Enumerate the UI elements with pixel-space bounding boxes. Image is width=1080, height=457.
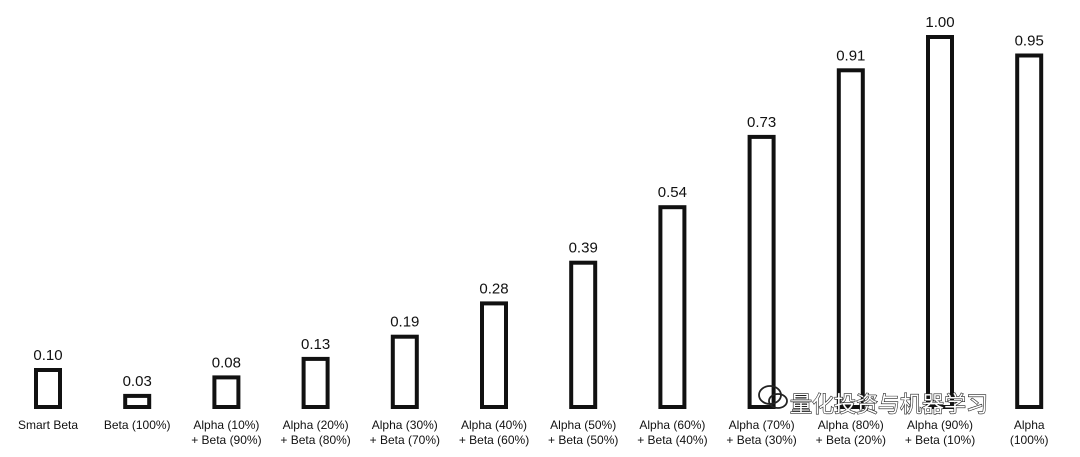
bar-3 (301, 356, 330, 409)
value-label-10: 1.00 (925, 14, 954, 31)
category-labels-group: Smart Beta Beta (100%) Alpha (10%) + Beta (… (18, 418, 1049, 447)
bars-group (34, 35, 1044, 410)
value-label-3: 0.13 (301, 336, 330, 353)
bar-6 (569, 260, 598, 410)
value-label-1: 0.03 (123, 373, 152, 390)
bar-4 (390, 334, 419, 410)
bar-10 (926, 35, 954, 409)
bar-2 (212, 375, 241, 409)
bar-9 (836, 68, 865, 410)
category-label-10: Alpha (90%) + Beta (10%) (905, 418, 975, 447)
value-label-11: 0.95 (1015, 33, 1044, 50)
value-label-2: 0.08 (212, 354, 241, 371)
bar-11 (1015, 53, 1044, 409)
bar-7 (658, 205, 687, 409)
bar-0 (34, 368, 62, 409)
bar-8 (747, 134, 776, 409)
category-label-3: Alpha (20%) + Beta (80%) (280, 418, 350, 447)
category-label-11: Alpha (100%) (1010, 418, 1049, 447)
category-label-8: Alpha (70%) + Beta (30%) (726, 418, 796, 447)
category-label-6: Alpha (50%) + Beta (50%) (548, 418, 618, 447)
bar-5 (480, 301, 508, 409)
value-labels-group: 0.10 0.03 0.08 0.13 0.19 0.28 0.39 0.54 0.73 0.91… (33, 14, 1043, 390)
category-label-4: Alpha (30%) + Beta (70%) (370, 418, 440, 447)
category-label-9: Alpha (80%) + Beta (20%) (816, 418, 886, 447)
value-label-7: 0.54 (658, 184, 687, 201)
category-label-5: Alpha (40%) + Beta (60%) (459, 418, 529, 447)
value-label-9: 0.91 (836, 47, 865, 64)
value-label-5: 0.28 (479, 280, 508, 297)
category-label-0: Smart Beta (18, 418, 78, 432)
bar-1 (123, 393, 152, 409)
category-label-7: Alpha (60%) + Beta (40%) (637, 418, 707, 447)
category-label-1: Beta (100%) (104, 418, 171, 432)
category-label-2: Alpha (10%) + Beta (90%) (191, 418, 261, 447)
value-label-4: 0.19 (390, 314, 419, 331)
watermark-text: 量化投资与机器学习 (790, 393, 988, 418)
value-label-0: 0.10 (33, 347, 62, 364)
watermark: 量化投资与机器学习 (758, 385, 989, 419)
value-label-6: 0.39 (569, 240, 598, 257)
value-label-8: 0.73 (747, 114, 776, 131)
wechat-icon (758, 385, 788, 409)
